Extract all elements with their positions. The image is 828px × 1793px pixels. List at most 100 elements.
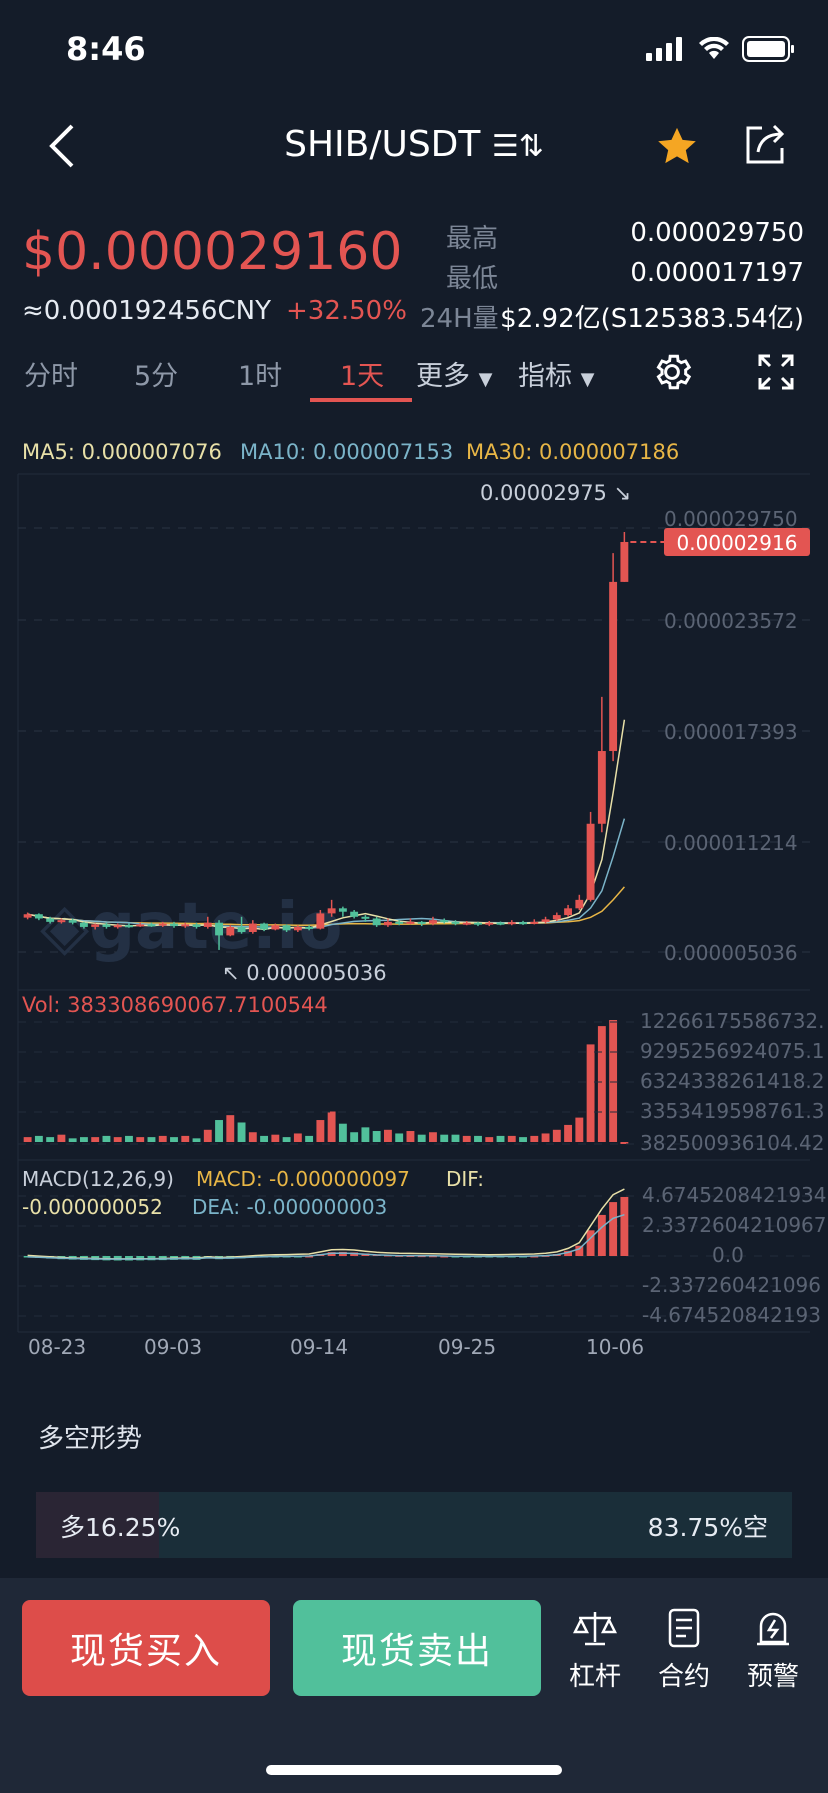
kline-chart[interactable]: 0.000023572 0.000017393 0.000011214 0.00000… — [0, 470, 828, 1350]
wifi-icon — [699, 37, 729, 59]
volume-bar — [609, 1020, 618, 1142]
long-pct: 多16.25% — [60, 1513, 181, 1542]
candle-body — [316, 913, 325, 929]
dif-value: -0.000000052 — [22, 1195, 163, 1219]
macd-param-label: MACD(12,26,9) — [22, 1167, 174, 1191]
vol-label: 24H量 — [420, 304, 499, 334]
low-label: 最低 — [446, 264, 499, 294]
volume-bar — [102, 1135, 111, 1142]
high-marker-label: 0.00002975 ↘ — [480, 481, 631, 505]
alert-button[interactable]: 预警 — [743, 1608, 803, 1693]
home-indicator — [266, 1765, 562, 1775]
low-value: 0.000017197 — [630, 258, 804, 288]
candle-body — [395, 921, 404, 924]
macd-bar — [620, 1196, 629, 1256]
vol-value: $2.92亿(S125383.54亿) — [500, 304, 804, 334]
volume-bar — [338, 1123, 347, 1142]
volume-bar — [91, 1137, 100, 1142]
date-label: 08-23 — [28, 1335, 87, 1359]
volume-bar — [158, 1135, 167, 1142]
contract-button[interactable]: 合约 — [654, 1608, 714, 1693]
volume-bar — [485, 1137, 494, 1142]
fullscreen-icon[interactable] — [756, 352, 796, 392]
gear-icon[interactable] — [650, 350, 694, 394]
sell-button[interactable]: 现货卖出 — [293, 1600, 541, 1696]
buy-button[interactable]: 现货买入 — [22, 1600, 270, 1696]
candle-body — [79, 922, 88, 927]
status-icons — [646, 36, 796, 62]
volume-bar — [350, 1132, 359, 1142]
tab-more-label: 更多 — [416, 361, 470, 392]
candle-body — [293, 926, 302, 931]
leverage-button[interactable]: 杠杆 — [565, 1608, 625, 1693]
volume-bar — [68, 1138, 77, 1142]
candle-body — [474, 922, 482, 925]
macd-axis-label: 0.0 — [712, 1243, 744, 1267]
volume-bar — [282, 1137, 291, 1142]
tab-1h[interactable]: 1时 — [238, 361, 283, 392]
candle-body — [113, 925, 122, 928]
candle-body — [586, 823, 595, 900]
volume-bar — [136, 1137, 145, 1142]
volume-bar — [293, 1133, 302, 1142]
contract-label: 合约 — [657, 1662, 710, 1692]
candle-body — [125, 925, 133, 928]
change-pct: +32.50% — [286, 296, 407, 326]
volume-bar — [372, 1131, 381, 1142]
tab-1d[interactable]: 1天 — [340, 361, 385, 392]
short-pct: 83.75%空 — [647, 1513, 768, 1542]
candle-body — [406, 921, 415, 924]
switch-pair-icon[interactable]: ☰⇅ — [491, 129, 544, 164]
candle-body — [46, 918, 55, 922]
candle-body — [440, 920, 449, 923]
volume-bar — [125, 1135, 133, 1142]
volume-bar — [597, 1026, 606, 1142]
candle-body — [248, 923, 257, 933]
tab-timeline[interactable]: 分时 — [24, 361, 78, 392]
signal-icon — [646, 37, 682, 61]
battery-icon — [742, 36, 794, 62]
volume-label: Vol: 383308690067.7100544 — [22, 993, 328, 1017]
tab-indicator[interactable]: 指标 ▼ — [518, 354, 594, 393]
candle-body — [192, 924, 201, 927]
tab-indicator-label: 指标 — [518, 361, 572, 392]
high-label: 最高 — [446, 224, 499, 254]
price-axis-label: 0.000023572 — [664, 609, 798, 633]
pair-title[interactable]: SHIB/USDT ☰⇅ — [0, 124, 828, 165]
volume-bar — [203, 1129, 212, 1142]
volume-bar — [361, 1127, 370, 1142]
volume-axis-label: 6324338261418.2 — [640, 1069, 825, 1093]
tab-more[interactable]: 更多 ▼ — [416, 354, 492, 393]
volume-bar — [541, 1133, 550, 1142]
back-icon[interactable] — [44, 122, 78, 170]
share-icon[interactable] — [742, 122, 788, 168]
volume-bar — [395, 1133, 404, 1142]
candle-body — [350, 911, 359, 917]
ma5-label: MA5: 0.000007076 — [22, 440, 222, 464]
volume-bar — [417, 1134, 426, 1142]
candle-body — [57, 920, 66, 923]
cny-price: ≈0.000192456CNY — [22, 296, 271, 326]
caret-down-icon: ▼ — [580, 369, 595, 390]
volume-bar — [226, 1115, 235, 1142]
candle-body — [383, 921, 392, 926]
long-short-bar: 多16.25% 83.75%空 — [36, 1492, 792, 1558]
macd-bar — [564, 1250, 573, 1256]
last-price: $0.000029160 — [22, 222, 403, 282]
volume-bar — [586, 1044, 595, 1142]
high-value: 0.000029750 — [630, 218, 804, 248]
candle-body — [147, 924, 156, 927]
favorite-star-icon[interactable] — [654, 124, 700, 170]
candle-body — [552, 915, 561, 920]
volume-bar — [271, 1134, 280, 1142]
volume-bar — [474, 1135, 482, 1142]
current-price-tag — [664, 527, 810, 556]
long-short-title: 多空形势 — [38, 1424, 143, 1454]
ma30-label: MA30: 0.000007186 — [466, 440, 680, 464]
volume-bar — [507, 1135, 516, 1142]
tab-5min[interactable]: 5分 — [134, 361, 179, 392]
volume-axis-label: 9295256924075.1 — [640, 1039, 825, 1063]
macd-bar — [597, 1214, 606, 1256]
volume-bar — [181, 1135, 190, 1142]
macd-axis-label: 2.3372604210967 — [642, 1213, 827, 1237]
